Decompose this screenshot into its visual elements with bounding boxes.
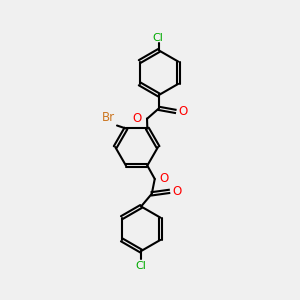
Text: Cl: Cl <box>152 33 163 43</box>
Text: O: O <box>179 105 188 118</box>
Text: O: O <box>132 112 142 125</box>
Text: Cl: Cl <box>136 261 146 271</box>
Text: O: O <box>172 185 182 198</box>
Text: O: O <box>159 172 169 185</box>
Text: Br: Br <box>101 111 115 124</box>
